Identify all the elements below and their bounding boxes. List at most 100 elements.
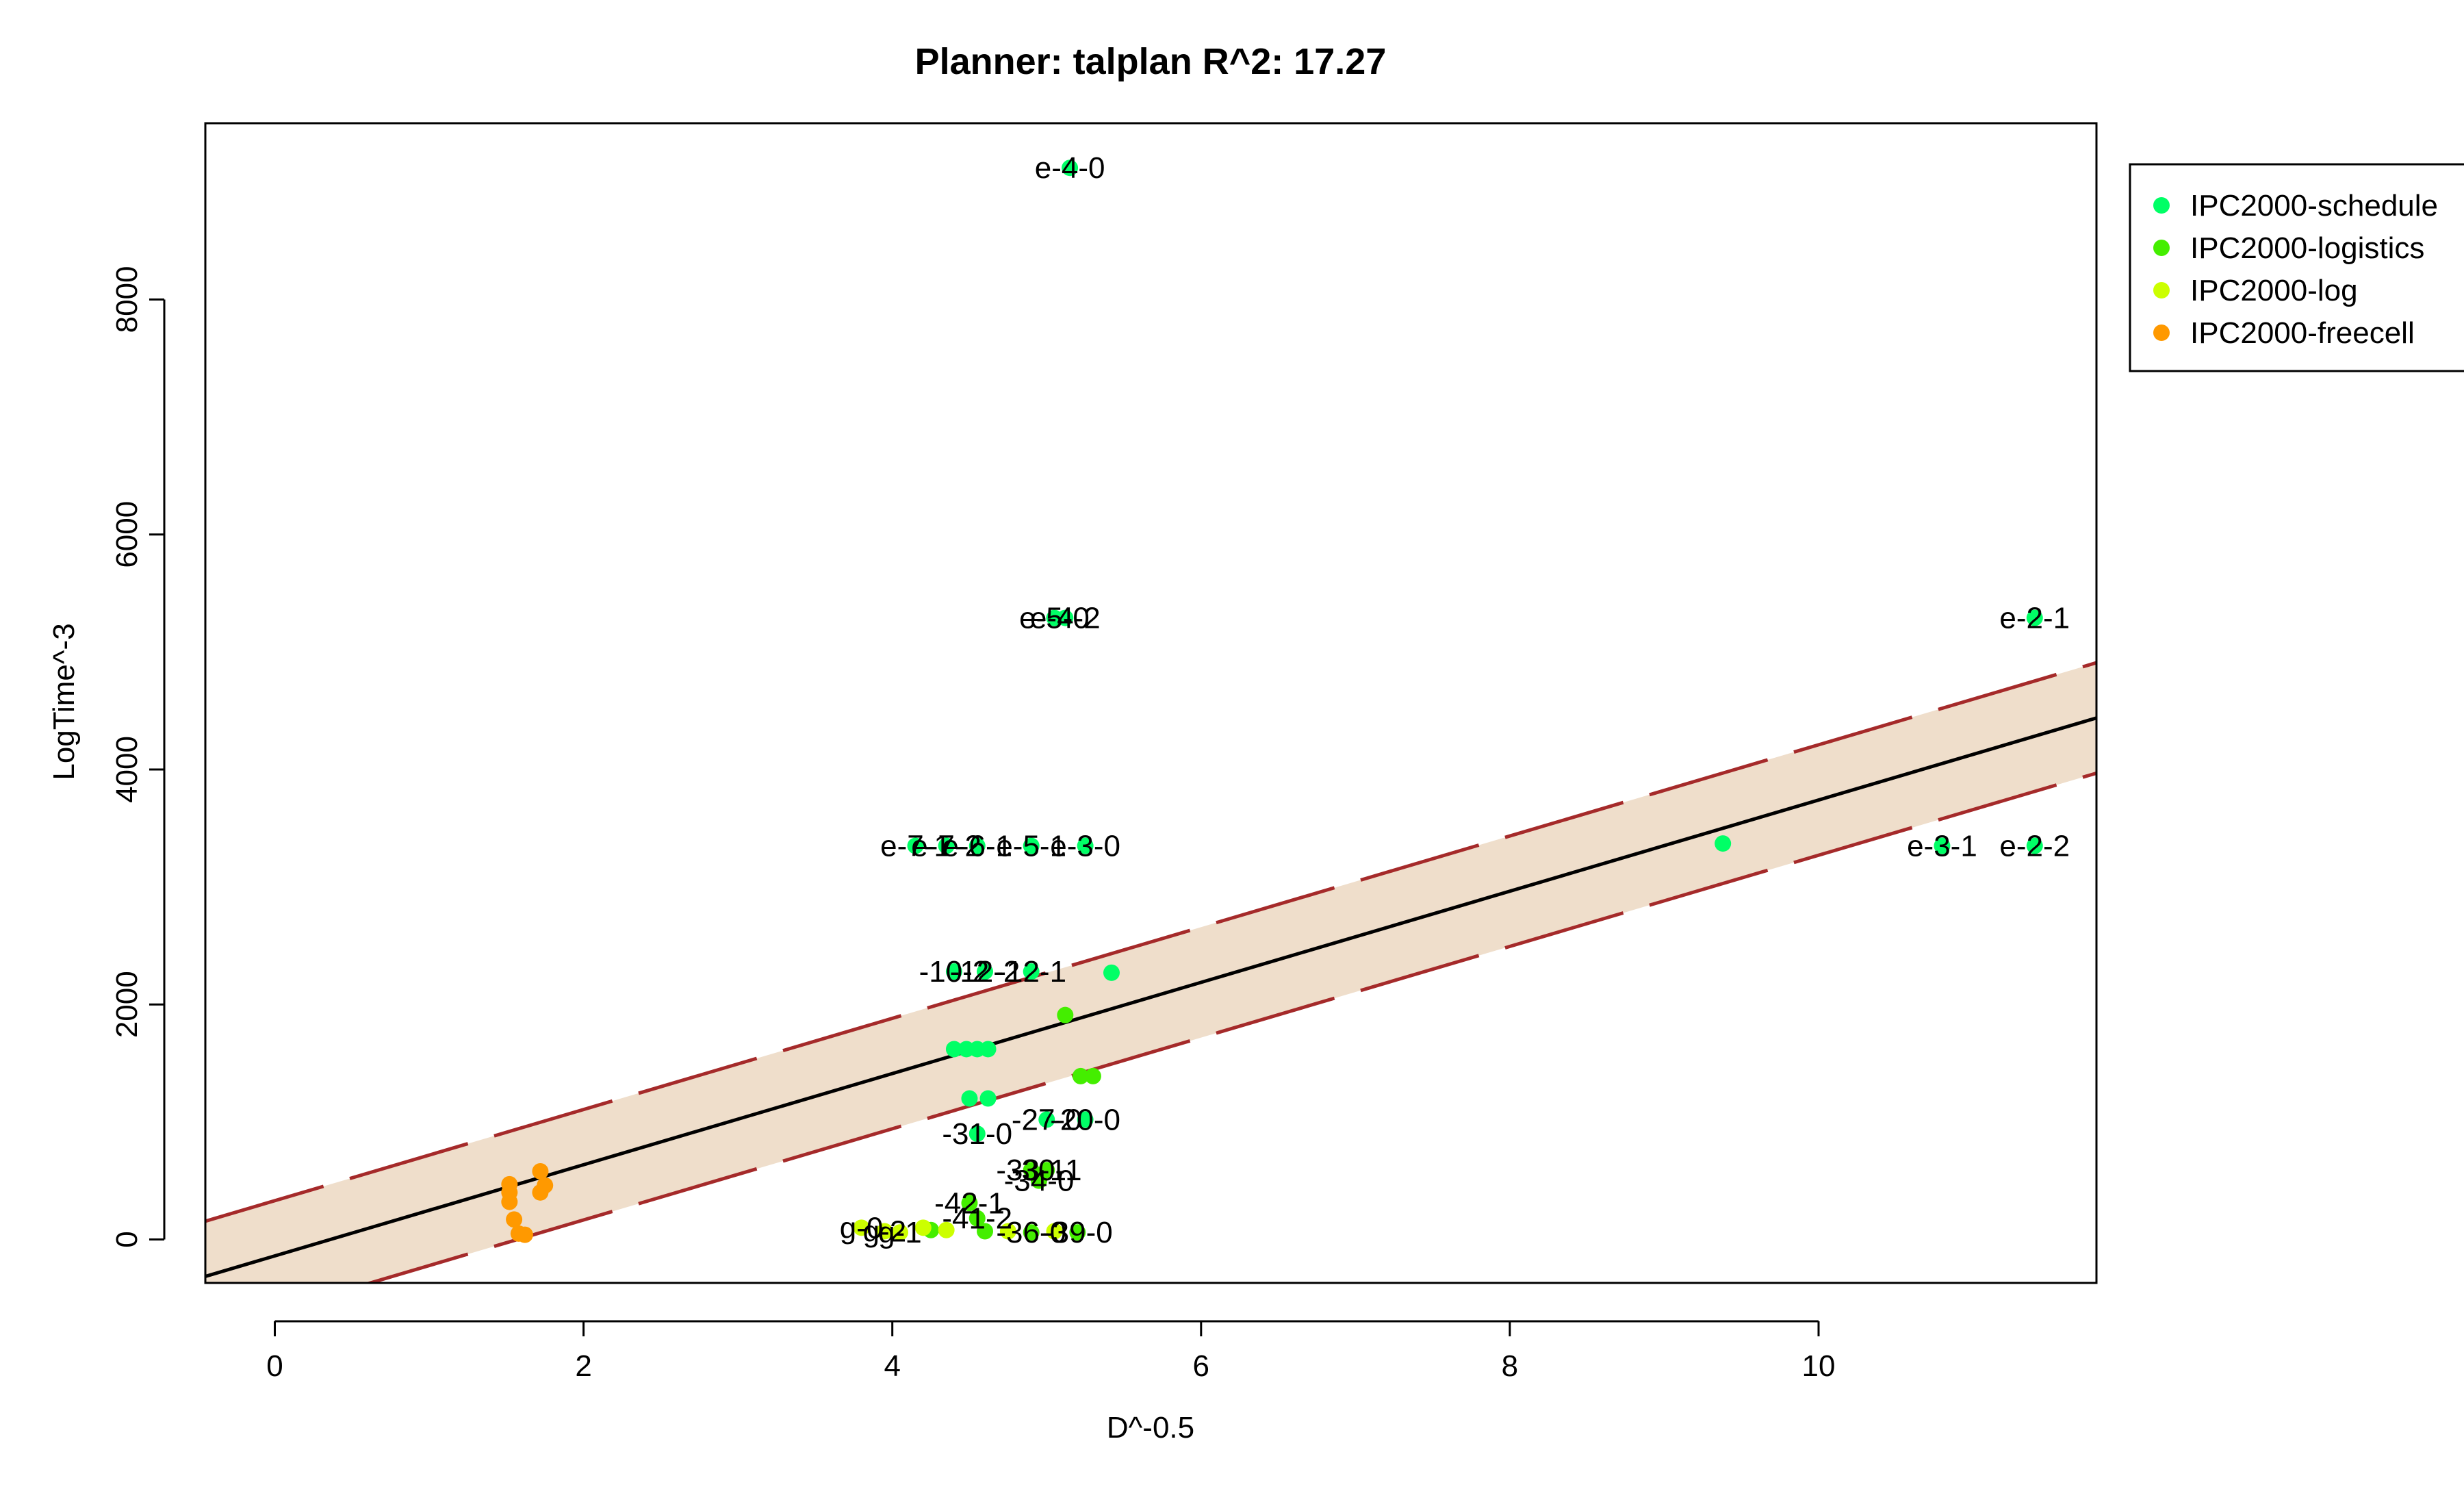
point-label: e-7-2 — [911, 830, 981, 863]
point-label: e-5-0 — [1019, 602, 1090, 635]
legend-label: IPC2000-freecell — [2190, 316, 2415, 350]
point-label: e-3-1 — [1907, 830, 1977, 863]
y-axis-label: LogTime^-3 — [47, 623, 81, 780]
data-point — [1023, 837, 1040, 854]
point-label: e-4-2 — [1030, 602, 1101, 635]
data-points — [501, 160, 2043, 1243]
data-point — [1046, 1223, 1063, 1240]
data-point — [979, 1090, 997, 1107]
data-point — [876, 1223, 893, 1240]
band-fill — [205, 663, 2096, 1283]
legend-marker — [2153, 197, 2170, 214]
point-label: -42-1 — [934, 1186, 1005, 1220]
data-point — [516, 1226, 533, 1243]
data-point — [968, 837, 986, 854]
data-point — [938, 1221, 955, 1238]
point-label: e-4-0 — [1035, 151, 1105, 185]
chart-title: Planner: talplan R^2: 17.27 — [915, 41, 1387, 82]
data-point — [945, 1041, 962, 1058]
legend-marker — [2153, 324, 2170, 341]
x-tick-label: 4 — [884, 1349, 900, 1383]
point-label: e-3-0 — [1050, 830, 1120, 863]
data-point — [891, 1224, 908, 1241]
point-label: -34-0 — [1004, 1165, 1075, 1198]
y-tick-label: 8000 — [110, 266, 144, 333]
data-point — [2026, 609, 2043, 626]
data-point — [945, 963, 962, 980]
data-point — [968, 1210, 986, 1227]
confidence-band — [205, 663, 2096, 1283]
point-label: e-5-1 — [996, 830, 1066, 863]
point-labels: e-4-0 e-5-0e-4-2 e-2-1 e-3-1 e-2-2 e-7-1e-7-2… — [840, 151, 2070, 1249]
data-point — [1103, 964, 1120, 981]
data-point — [532, 1162, 549, 1180]
data-point — [1062, 160, 1079, 177]
y-tick-label: 6000 — [110, 501, 144, 568]
legend-label: IPC2000-logistics — [2190, 231, 2424, 265]
data-point — [907, 837, 924, 854]
point-label: -27-0 — [1012, 1103, 1082, 1136]
fit-line — [205, 716, 2096, 1278]
x-tick-label: 0 — [266, 1349, 283, 1383]
point-label: -10-2 — [919, 955, 990, 989]
point-label: -41-2 — [942, 1202, 1012, 1236]
x-tick-label: 2 — [575, 1349, 591, 1383]
data-point — [1038, 1111, 1055, 1128]
legend-marker — [2153, 282, 2170, 298]
data-point — [961, 1090, 978, 1107]
x-tick-label: 6 — [1193, 1349, 1209, 1383]
y-tick-label: 2000 — [110, 971, 144, 1038]
data-point — [2026, 837, 2043, 854]
data-point — [1057, 609, 1074, 626]
point-label: -39-0 — [1042, 1216, 1113, 1249]
point-label: e-6-1 — [942, 830, 1012, 863]
legend-box — [2129, 163, 2464, 372]
point-label: e-2-1 — [1999, 602, 2070, 635]
point-label: -30-1 — [1012, 1154, 1082, 1187]
y-tick-label: 0 — [110, 1231, 144, 1247]
point-label: e-7-1 — [880, 830, 951, 863]
point-label: -20-0 — [1050, 1103, 1120, 1136]
upper-band-line — [205, 661, 2096, 1223]
data-point — [961, 1195, 978, 1212]
data-point — [537, 1177, 554, 1194]
point-label: -36-0 — [996, 1216, 1066, 1249]
data-point — [977, 1223, 994, 1240]
legend-label: IPC2000-log — [2190, 274, 2358, 307]
data-point — [999, 1223, 1016, 1240]
point-label: -12-1 — [996, 955, 1066, 989]
y-tick-label: 4000 — [110, 736, 144, 803]
data-point — [1030, 1172, 1047, 1189]
point-label: e-2-2 — [1999, 830, 2070, 863]
point-label: g-1 — [878, 1216, 922, 1249]
point-label: -12-2 — [950, 955, 1021, 989]
legend: IPC2000-schedule IPC2000-logistics IPC2000… — [2129, 163, 2464, 372]
x-axis: 0 2 4 6 8 10 — [266, 1320, 1835, 1383]
data-point — [1023, 1224, 1040, 1241]
legend-marker — [2153, 240, 2170, 256]
data-point — [506, 1211, 523, 1228]
point-label: -31-0 — [942, 1117, 1012, 1151]
point-label: g-2 — [863, 1214, 907, 1248]
plot-frame — [204, 122, 2098, 1284]
data-point — [1023, 963, 1040, 980]
data-point — [1084, 1067, 1101, 1084]
data-point — [1715, 835, 1732, 852]
point-label: g-0 — [840, 1211, 884, 1245]
data-point — [853, 1219, 870, 1236]
x-axis-label: D^-0.5 — [1107, 1411, 1194, 1445]
x-tick-label: 8 — [1502, 1349, 1518, 1383]
data-point — [938, 837, 955, 854]
data-point — [968, 1125, 986, 1143]
data-point — [1057, 1006, 1074, 1023]
data-point — [1069, 1224, 1086, 1241]
data-point — [1077, 837, 1094, 854]
y-axis: 0 2000 4000 6000 8000 — [110, 266, 166, 1248]
data-point — [1934, 837, 1951, 854]
data-point — [1072, 1067, 1089, 1084]
data-point — [914, 1219, 932, 1236]
point-label: -33-1 — [996, 1154, 1066, 1187]
data-point — [501, 1193, 518, 1210]
data-point — [1077, 1111, 1094, 1128]
